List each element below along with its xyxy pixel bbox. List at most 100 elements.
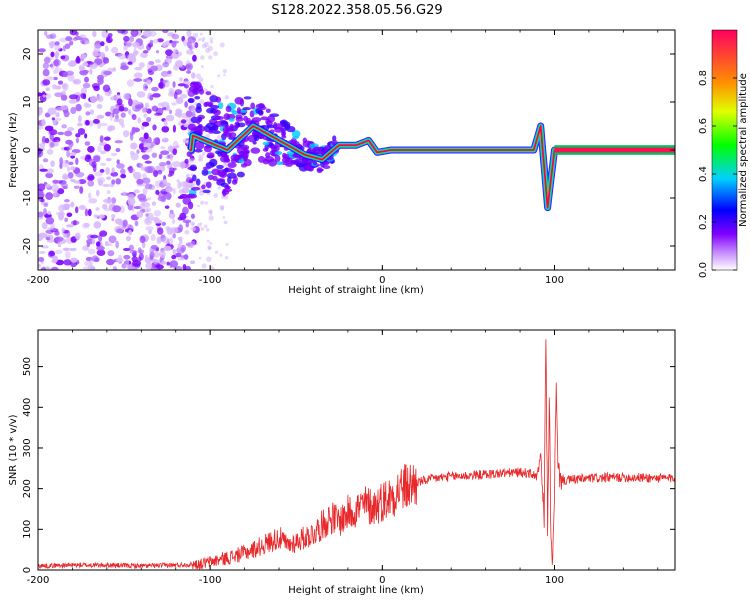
fringe-blob — [199, 99, 205, 105]
noise-blob — [168, 109, 173, 115]
noise-blob — [69, 40, 74, 46]
noise-blob — [54, 41, 60, 46]
noise-blob — [38, 263, 42, 269]
noise-blob — [68, 161, 74, 166]
noise-blob — [162, 179, 167, 185]
noise-blob — [166, 261, 170, 266]
noise-blob — [111, 46, 119, 54]
noise-blob — [139, 235, 146, 244]
noise-blob — [123, 40, 127, 46]
noise-blob — [118, 118, 125, 126]
noise-blob — [122, 247, 131, 252]
noise-blob — [57, 188, 65, 195]
cluster-blob — [192, 174, 197, 182]
noise-blob — [158, 161, 167, 167]
fringe-blob — [205, 228, 210, 232]
noise-blob — [96, 94, 104, 103]
noise-blob — [139, 62, 145, 68]
cluster-blob — [187, 123, 197, 131]
noise-blob — [74, 206, 79, 214]
noise-blob — [116, 98, 123, 106]
noise-blob — [179, 77, 183, 82]
noise-blob — [48, 41, 57, 47]
noise-blob — [129, 250, 138, 255]
cluster-blob — [253, 134, 260, 142]
noise-blob — [153, 112, 163, 116]
noise-blob — [152, 38, 159, 44]
noise-blob — [148, 229, 152, 235]
noise-blob — [120, 173, 127, 179]
cluster-blob — [294, 158, 304, 165]
noise-blob — [41, 119, 46, 126]
cluster-blob — [190, 186, 201, 191]
cluster-blob — [257, 109, 264, 115]
fringe-blob — [209, 266, 215, 270]
noise-blob — [115, 178, 122, 185]
noise-blob — [127, 61, 133, 65]
noise-blob — [91, 255, 99, 262]
noise-blob — [166, 160, 171, 165]
fringe-blob — [208, 209, 213, 215]
noise-blob — [163, 119, 168, 127]
noise-blob — [123, 35, 130, 42]
noise-blob — [157, 102, 165, 107]
noise-blob — [178, 224, 183, 233]
noise-blob — [61, 227, 65, 233]
noise-blob — [106, 176, 112, 180]
noise-blob — [141, 147, 149, 151]
cluster-blob — [214, 115, 224, 120]
noise-blob — [165, 187, 174, 193]
noise-blob — [52, 255, 59, 263]
noise-blob — [161, 125, 170, 133]
noise-blob — [153, 219, 163, 224]
noise-blob — [82, 266, 92, 270]
noise-blob — [96, 74, 104, 81]
colorbar-tick-label: 0.0 — [698, 262, 709, 278]
noise-blob — [64, 250, 71, 259]
noise-blob — [43, 57, 51, 64]
fringe-blob — [187, 159, 192, 163]
noise-blob — [108, 235, 117, 244]
noise-blob — [168, 237, 173, 245]
snr-frame — [37, 329, 676, 571]
noise-blob — [87, 208, 92, 217]
noise-blob — [151, 201, 157, 206]
noise-blob — [146, 142, 152, 148]
noise-blob — [137, 117, 142, 124]
noise-blob — [131, 103, 136, 111]
noise-blob — [81, 69, 90, 74]
noise-blob — [149, 39, 154, 45]
noise-blob — [67, 73, 75, 82]
fringe-blob — [207, 45, 213, 51]
noise-blob — [172, 48, 179, 54]
noise-blob — [60, 183, 69, 188]
noise-blob — [162, 61, 170, 68]
noise-blob — [145, 207, 152, 213]
cluster-blob — [205, 91, 212, 96]
noise-blob — [128, 165, 134, 174]
noise-blob — [162, 236, 170, 244]
noise-blob — [150, 65, 158, 72]
snr-ytick-label: 500 — [22, 357, 33, 376]
noise-blob — [192, 54, 197, 62]
noise-blob — [53, 76, 58, 81]
noise-blob — [84, 133, 88, 139]
cluster-blob — [195, 178, 201, 186]
fringe-blob — [198, 77, 204, 83]
noise-blob — [41, 266, 46, 270]
noise-blob — [144, 102, 150, 108]
noise-blob — [109, 113, 113, 121]
noise-blob — [120, 168, 126, 175]
noise-blob — [128, 229, 132, 236]
fringe-blob — [210, 84, 214, 89]
noise-blob — [75, 103, 82, 112]
noise-blob — [115, 147, 121, 153]
noise-blob — [162, 137, 169, 143]
noise-blob — [65, 224, 74, 228]
fringe-blob — [201, 43, 207, 49]
noise-blob — [38, 92, 42, 97]
noise-blob — [63, 233, 68, 238]
noise-blob — [179, 93, 188, 99]
noise-blob — [45, 34, 54, 39]
cluster-blob — [208, 130, 214, 134]
